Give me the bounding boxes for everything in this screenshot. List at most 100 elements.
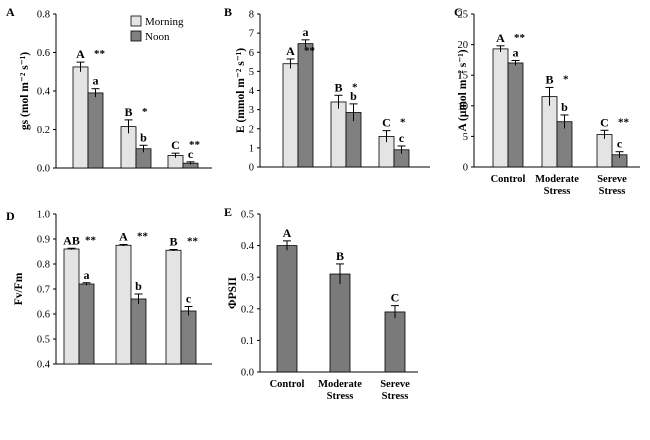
significance-letter: B bbox=[545, 72, 553, 86]
bar-morning bbox=[63, 248, 80, 365]
significance-stars: * bbox=[352, 81, 358, 93]
significance-stars: ** bbox=[514, 32, 526, 44]
y-tick-label: 0.0 bbox=[241, 368, 254, 379]
x-category-label: Stress bbox=[544, 186, 571, 197]
y-tick-label: 0.9 bbox=[37, 235, 50, 246]
y-axis-label: ΦPSII bbox=[227, 277, 239, 309]
significance-letter: a bbox=[513, 46, 519, 60]
y-tick-label: 1.0 bbox=[37, 210, 50, 221]
significance-stars: ** bbox=[187, 236, 199, 248]
y-tick-label: 0.4 bbox=[37, 360, 51, 371]
y-tick-label: 3 bbox=[249, 105, 254, 116]
y-axis-label: gs (mol m⁻² s⁻¹) bbox=[19, 52, 31, 130]
significance-stars: ** bbox=[137, 231, 149, 243]
significance-letter: c bbox=[188, 147, 194, 161]
legend-swatch-morning bbox=[130, 15, 142, 27]
legend-label: Morning bbox=[145, 16, 184, 28]
bar-noon bbox=[180, 310, 197, 365]
y-tick-label: 0.6 bbox=[37, 310, 50, 321]
bar-noon bbox=[87, 92, 104, 169]
significance-letter: a bbox=[303, 25, 309, 39]
bar-morning bbox=[330, 101, 347, 168]
bar-morning bbox=[541, 96, 558, 168]
y-tick-label: 8 bbox=[249, 10, 254, 21]
y-tick-label: 0.8 bbox=[37, 10, 50, 21]
bar-noon bbox=[78, 283, 95, 365]
y-axis-label: A (μmol m⁻² s⁻¹) bbox=[457, 49, 469, 131]
bar-noon bbox=[507, 62, 524, 168]
bar-value bbox=[384, 311, 406, 373]
bar-morning bbox=[72, 66, 89, 169]
significance-stars: ** bbox=[618, 116, 630, 128]
significance-letter: C bbox=[600, 115, 609, 129]
significance-letter: A bbox=[496, 31, 505, 45]
significance-letter: A bbox=[283, 226, 292, 240]
legend-label: Noon bbox=[145, 31, 170, 43]
x-category-label: Moderate bbox=[318, 379, 362, 390]
bar-morning bbox=[596, 134, 613, 168]
y-tick-label: 25 bbox=[458, 10, 469, 21]
legend-swatch-noon bbox=[130, 30, 142, 42]
y-tick-label: 0.2 bbox=[37, 125, 50, 136]
x-category-label: Sereve bbox=[380, 379, 410, 390]
significance-letter: B bbox=[334, 80, 342, 94]
bar-noon bbox=[556, 121, 573, 168]
y-tick-label: 0.0 bbox=[37, 164, 50, 175]
bar-morning bbox=[115, 244, 132, 365]
y-tick-label: 6 bbox=[249, 48, 254, 59]
significance-stars: ** bbox=[304, 45, 316, 57]
y-tick-label: 0.4 bbox=[37, 87, 51, 98]
bar-noon bbox=[297, 43, 314, 168]
panel-label: B bbox=[224, 5, 232, 19]
chart-panel-a: A0.00.20.40.60.8gs (mol m⁻² s⁻¹) ABCabc**… bbox=[6, 5, 212, 175]
legend: Morning Noon bbox=[130, 15, 184, 43]
x-category-label: Moderate bbox=[535, 174, 579, 185]
bar-morning bbox=[492, 48, 509, 168]
significance-stars: * bbox=[400, 117, 406, 129]
bar-morning bbox=[282, 63, 299, 168]
y-tick-label: 0.2 bbox=[241, 304, 254, 315]
significance-letter: A bbox=[286, 44, 295, 58]
y-tick-label: 0.4 bbox=[241, 241, 255, 252]
bar-value bbox=[276, 245, 298, 373]
significance-letter: b bbox=[135, 279, 142, 293]
significance-letter: a bbox=[84, 268, 90, 282]
y-tick-label: 1 bbox=[249, 143, 254, 154]
bar-noon bbox=[130, 298, 147, 365]
significance-letter: C bbox=[382, 116, 391, 130]
y-tick-label: 0.7 bbox=[37, 285, 50, 296]
significance-letter: AB bbox=[63, 233, 80, 247]
y-tick-label: 20 bbox=[458, 40, 469, 51]
y-tick-label: 0.8 bbox=[37, 260, 50, 271]
significance-letter: b bbox=[561, 100, 568, 114]
significance-letter: A bbox=[119, 230, 128, 244]
significance-stars: ** bbox=[85, 234, 97, 246]
significance-letter: C bbox=[171, 138, 180, 152]
significance-letter: b bbox=[140, 130, 147, 144]
y-tick-label: 0 bbox=[249, 163, 254, 174]
y-tick-label: 0.5 bbox=[37, 335, 50, 346]
x-category-label: Stress bbox=[382, 391, 409, 402]
y-tick-label: 0.6 bbox=[37, 48, 50, 59]
significance-letter: B bbox=[169, 235, 177, 249]
bar-morning bbox=[165, 249, 182, 365]
y-tick-label: 0.3 bbox=[241, 273, 254, 284]
significance-letter: B bbox=[336, 249, 344, 263]
x-category-label: Control bbox=[491, 174, 526, 185]
y-axis-label: E (mmol m⁻² s⁻¹) bbox=[235, 48, 247, 133]
x-category-label: Sereve bbox=[597, 174, 627, 185]
x-category-label: Stress bbox=[599, 186, 626, 197]
panel-label: D bbox=[6, 209, 15, 223]
y-tick-label: 15 bbox=[458, 71, 469, 82]
panel-label: A bbox=[6, 5, 15, 19]
significance-letter: c bbox=[617, 137, 623, 151]
y-tick-label: 5 bbox=[249, 67, 254, 78]
significance-letter: a bbox=[93, 74, 99, 88]
significance-letter: c bbox=[399, 131, 405, 145]
significance-letter: C bbox=[391, 291, 400, 305]
y-tick-label: 4 bbox=[249, 86, 255, 97]
